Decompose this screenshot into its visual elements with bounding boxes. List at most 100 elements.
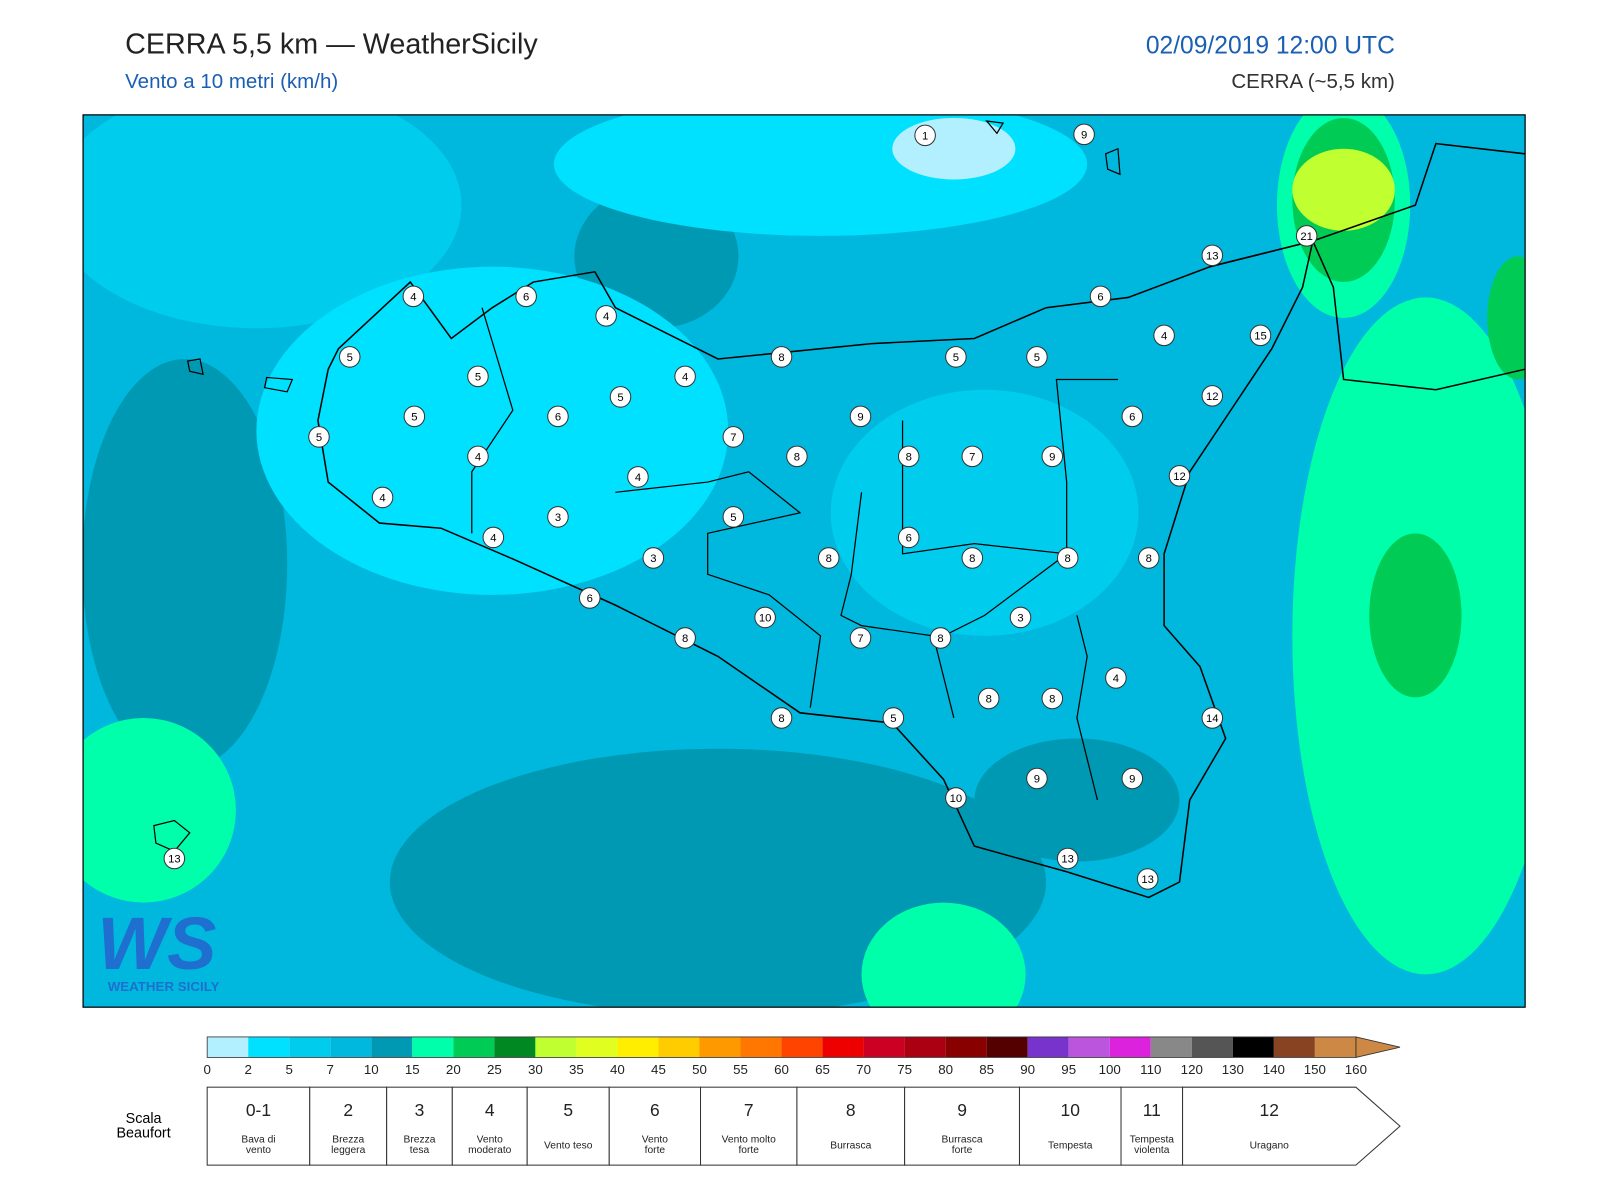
colorbar-swatch xyxy=(904,1036,946,1058)
station-marker xyxy=(338,346,361,368)
beaufort-name: Tempesta xyxy=(1048,1141,1093,1152)
station-value: 9 xyxy=(857,412,863,424)
station-value: 5 xyxy=(890,713,896,725)
colorbar-tick-label: 5 xyxy=(286,1062,293,1077)
beaufort-force: 11 xyxy=(1143,1100,1161,1120)
station-marker xyxy=(467,445,489,468)
map-field: 1 9 21 13 4 6 4 6 15 4 5 8 5 5 5 4 5 12 5 6 9 6 5 7 4 8 8 7 9 12 4 4 3 5 4… xyxy=(83,114,1526,1008)
station-value: 12 xyxy=(1206,391,1219,403)
colorbar-tick-label: 50 xyxy=(692,1062,707,1077)
station-value: 13 xyxy=(1141,874,1154,886)
station-marker xyxy=(371,486,394,509)
station-value: 5 xyxy=(316,432,322,444)
beaufort-box xyxy=(1018,1086,1122,1166)
station-value: 6 xyxy=(906,533,912,545)
station-marker xyxy=(1153,324,1175,347)
beaufort-name: violenta xyxy=(1134,1145,1170,1156)
station-value: 9 xyxy=(1049,452,1055,464)
station-value: 4 xyxy=(682,372,688,384)
station-marker xyxy=(674,365,696,388)
station-value: 15 xyxy=(1254,330,1267,342)
station-value: 10 xyxy=(950,793,963,805)
station-marker xyxy=(1009,606,1032,629)
colorbar-swatch xyxy=(863,1036,905,1058)
station-marker xyxy=(945,346,967,368)
beaufort-box xyxy=(451,1086,528,1166)
station-value: 6 xyxy=(587,593,593,605)
colorbar-tick-label: 160 xyxy=(1345,1062,1367,1077)
station-marker xyxy=(467,365,489,388)
station-value: 3 xyxy=(1017,613,1023,625)
logo-mark: WS xyxy=(97,902,216,985)
field-area xyxy=(256,266,729,595)
colorbar-swatch xyxy=(1027,1036,1069,1058)
subtitle: Vento a 10 metri (km/h) xyxy=(125,70,338,93)
station-marker xyxy=(770,346,793,368)
station-marker xyxy=(945,787,967,809)
station-marker xyxy=(547,405,569,428)
station-marker xyxy=(642,547,665,569)
beaufort-label: Beaufort xyxy=(116,1125,170,1141)
station-marker xyxy=(961,445,984,468)
colorbar-tick-label: 130 xyxy=(1222,1062,1244,1077)
beaufort-name: forte xyxy=(952,1145,973,1156)
colorbar-swatch xyxy=(986,1036,1028,1058)
beaufort-name: Vento teso xyxy=(544,1141,593,1152)
beaufort-name: Uragano xyxy=(1250,1141,1290,1152)
station-value: 21 xyxy=(1300,231,1313,243)
field-area xyxy=(553,114,1088,236)
station-value: 5 xyxy=(953,352,959,364)
field-area xyxy=(83,359,288,770)
beaufort-box xyxy=(526,1086,610,1166)
station-marker xyxy=(1026,346,1048,368)
beaufort-force: 3 xyxy=(415,1100,425,1120)
colorbar-swatch xyxy=(822,1036,864,1058)
station-marker xyxy=(1249,324,1272,347)
station-marker xyxy=(163,847,186,870)
colorbar-swatch xyxy=(494,1036,536,1058)
colorbar-tick-label: 55 xyxy=(733,1062,748,1077)
station-marker xyxy=(722,506,745,528)
colorbar-swatch xyxy=(699,1036,741,1058)
station-marker xyxy=(482,526,505,549)
station-value: 13 xyxy=(168,854,181,866)
beaufort-name: Bava di xyxy=(241,1135,275,1146)
station-value: 1 xyxy=(922,130,928,142)
station-value: 4 xyxy=(635,472,641,484)
station-marker xyxy=(1201,385,1224,407)
station-value: 8 xyxy=(1146,553,1152,565)
station-marker xyxy=(914,124,936,147)
datetime: 02/09/2019 12:00 UTC xyxy=(1146,32,1395,59)
colorbar-swatch xyxy=(1232,1036,1274,1058)
colorbar-tick-label: 7 xyxy=(327,1062,334,1077)
station-marker xyxy=(1041,445,1064,468)
title: CERRA 5,5 km — WeatherSicily xyxy=(125,28,538,60)
field-area xyxy=(830,389,1139,636)
field-area xyxy=(861,902,1026,1008)
colorbar-swatch xyxy=(371,1036,413,1058)
station-marker xyxy=(1201,244,1224,267)
station-value: 7 xyxy=(730,432,736,444)
station-value: 6 xyxy=(1097,292,1103,304)
station-value: 8 xyxy=(986,694,992,706)
colorbar-swatch xyxy=(1068,1036,1110,1058)
colorbar-tick-label: 2 xyxy=(244,1062,251,1077)
beaufort-force: 9 xyxy=(957,1100,967,1120)
colorbar-tick-label: 120 xyxy=(1181,1062,1203,1077)
station-value: 8 xyxy=(1065,553,1071,565)
logo-name: WEATHER SICILY xyxy=(108,979,220,994)
station-marker xyxy=(595,305,617,327)
field-area xyxy=(892,117,1016,180)
station-value: 9 xyxy=(1034,774,1040,786)
colorbar-tick-label: 15 xyxy=(405,1062,420,1077)
beaufort-name: Burrasca xyxy=(830,1141,871,1152)
station-value: 4 xyxy=(1113,673,1119,685)
station-marker xyxy=(849,627,872,649)
map-frame xyxy=(82,114,1526,1008)
station-value: 7 xyxy=(969,452,975,464)
sicily-coast xyxy=(317,239,1314,899)
colorbar: 0 2 5 7 10 15 20 25 30 35 40 45 50 55 60 65 70 75 80 85 90 95… xyxy=(203,1036,1401,1077)
beaufort-force: 8 xyxy=(846,1100,856,1120)
